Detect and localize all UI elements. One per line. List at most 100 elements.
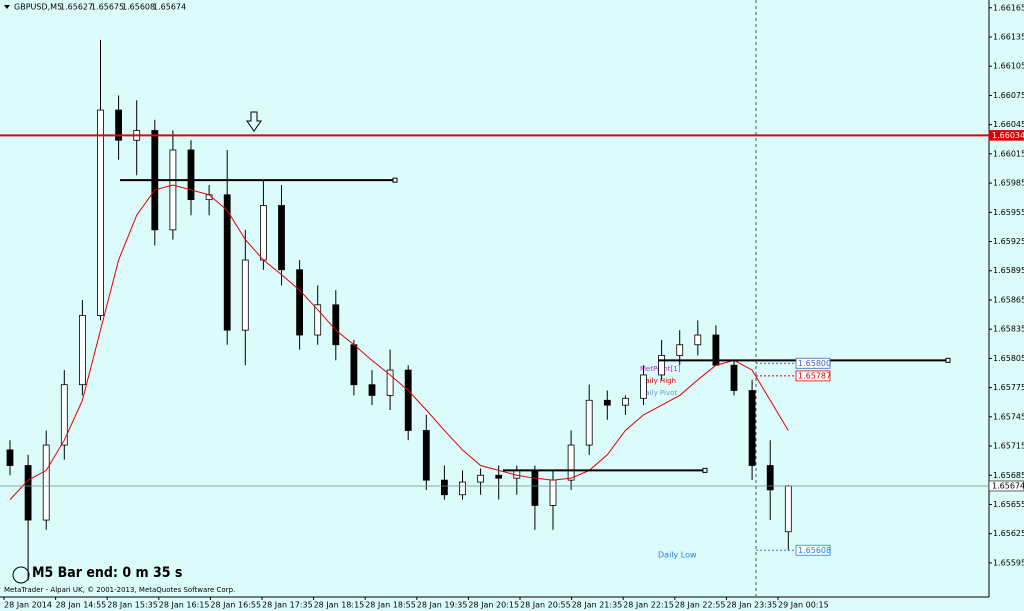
candle-body <box>296 269 304 336</box>
x-tick-label: 28 Jan 20:15 <box>468 601 519 610</box>
level-label: 1.65800 <box>798 359 831 368</box>
header-ohlc: 1.65608 <box>122 3 155 12</box>
y-tick-label: 1.65775 <box>993 383 1024 392</box>
price-box-label: 1.66034 <box>992 131 1024 140</box>
candle-body <box>368 384 376 396</box>
x-tick-label: 28 Jan 18:55 <box>365 601 416 610</box>
y-tick-label: 1.65745 <box>993 412 1024 421</box>
candle-body <box>658 355 665 376</box>
level-label-box <box>795 544 831 556</box>
y-tick-label: 1.65685 <box>993 471 1024 480</box>
x-tick-label: 28 Jan 16:55 <box>210 601 261 610</box>
candle-body <box>477 474 485 483</box>
candle-body <box>495 474 503 479</box>
y-tick-label: 1.66165 <box>993 3 1024 12</box>
candle-body <box>332 304 340 346</box>
clock-icon <box>12 566 30 584</box>
price-box <box>988 130 1024 141</box>
candle-body <box>223 194 231 331</box>
x-tick-label: 28 Jan 16:15 <box>159 601 210 610</box>
x-tick-label: 29 Jan 00:15 <box>778 601 829 610</box>
annotation: Daily High <box>640 377 676 385</box>
price-box <box>988 480 1024 492</box>
candle-body <box>422 430 430 481</box>
candle-body <box>278 205 285 271</box>
candle-body <box>622 397 629 406</box>
level-label: 1.65608 <box>798 546 831 555</box>
candle-body <box>784 485 792 533</box>
candle-body <box>187 149 195 201</box>
candle-body <box>549 479 557 506</box>
arrow-marker <box>246 111 262 132</box>
candle-body <box>531 469 539 506</box>
footer: MetaTrader - Alpari UK, © 2001-2013, Met… <box>4 586 235 594</box>
x-tick-label: 28 Jan 21:35 <box>572 601 623 610</box>
y-tick-label: 1.65625 <box>993 529 1024 538</box>
y-tick-label: 1.66015 <box>993 149 1024 158</box>
candle-body <box>42 444 50 521</box>
x-tick-label: 28 Jan 20:55 <box>520 601 571 610</box>
header-ohlc: 1.65675 <box>91 3 124 12</box>
bar-timer: M5 Bar end: 0 m 35 s <box>32 565 182 581</box>
candle-body <box>730 364 738 391</box>
x-tick-label: 28 Jan 19:35 <box>417 601 468 610</box>
candle-body <box>676 344 684 356</box>
level-label-box <box>795 357 831 369</box>
level-handle <box>392 177 398 183</box>
level-handle <box>702 467 708 473</box>
candle-body <box>115 109 122 141</box>
candle-body <box>350 344 358 386</box>
plot-area <box>0 0 989 597</box>
y-tick-label: 1.65805 <box>993 354 1024 363</box>
symbol: GBPUSD,M5 <box>14 3 62 12</box>
y-tick-label: 1.65955 <box>993 208 1024 217</box>
y-tick-label: 1.65715 <box>993 442 1024 451</box>
y-tick-label: 1.66105 <box>993 62 1024 71</box>
candle-body <box>241 259 249 331</box>
y-tick-label: 1.65985 <box>993 179 1024 188</box>
level-label: 1.65787 <box>798 371 831 380</box>
y-tick-label: 1.66075 <box>993 91 1024 100</box>
candle-body <box>259 205 267 261</box>
candle-body <box>748 390 756 466</box>
candle-body <box>404 369 412 431</box>
candle-body <box>766 465 774 491</box>
candle-body <box>169 149 177 231</box>
candle-body <box>640 374 647 399</box>
moving-average <box>9 184 789 500</box>
x-tick-label: 28 Jan 17:35 <box>262 601 313 610</box>
candle-body <box>314 304 322 336</box>
y-tick-label: 1.66045 <box>993 120 1024 129</box>
candle-body <box>24 465 32 521</box>
candle-body <box>79 315 86 386</box>
x-tick-label: 28 Jan 15:35 <box>107 601 158 610</box>
x-tick-label: 28 Jan 14:55 <box>56 601 107 610</box>
y-tick-label: 1.65655 <box>993 500 1024 509</box>
x-tick-label: 28 Jan 22:15 <box>623 601 674 610</box>
y-tick-label: 1.65865 <box>993 295 1024 304</box>
x-tick-label: 28 Jan 2014 <box>4 601 52 610</box>
candle-body <box>6 449 14 466</box>
candle-body <box>585 399 593 446</box>
y-tick-label: 1.65925 <box>993 237 1024 246</box>
y-tick-label: 1.65595 <box>993 558 1024 567</box>
level-label-box <box>795 370 831 382</box>
candle-body <box>60 384 68 446</box>
header-ohlc: 1.65674 <box>153 3 186 12</box>
y-tick-label: 1.65895 <box>993 266 1024 275</box>
x-tick-label: 28 Jan 22:55 <box>675 601 726 610</box>
candle-body <box>440 479 448 496</box>
candle-body <box>603 399 611 406</box>
price-box-label: 1.65674 <box>992 481 1024 490</box>
y-tick-label: 1.66135 <box>993 33 1024 42</box>
dropdown-icon[interactable] <box>4 5 10 9</box>
candle-body <box>694 334 702 346</box>
annotation: Daily Pivot <box>640 389 677 397</box>
level-handle <box>945 357 951 363</box>
header-ohlc: 1.65627 <box>60 3 93 12</box>
candle-body <box>459 481 466 496</box>
annotation: Daily Low <box>658 551 697 560</box>
x-tick-label: 28 Jan 23:35 <box>726 601 777 610</box>
candle-body <box>567 444 575 481</box>
